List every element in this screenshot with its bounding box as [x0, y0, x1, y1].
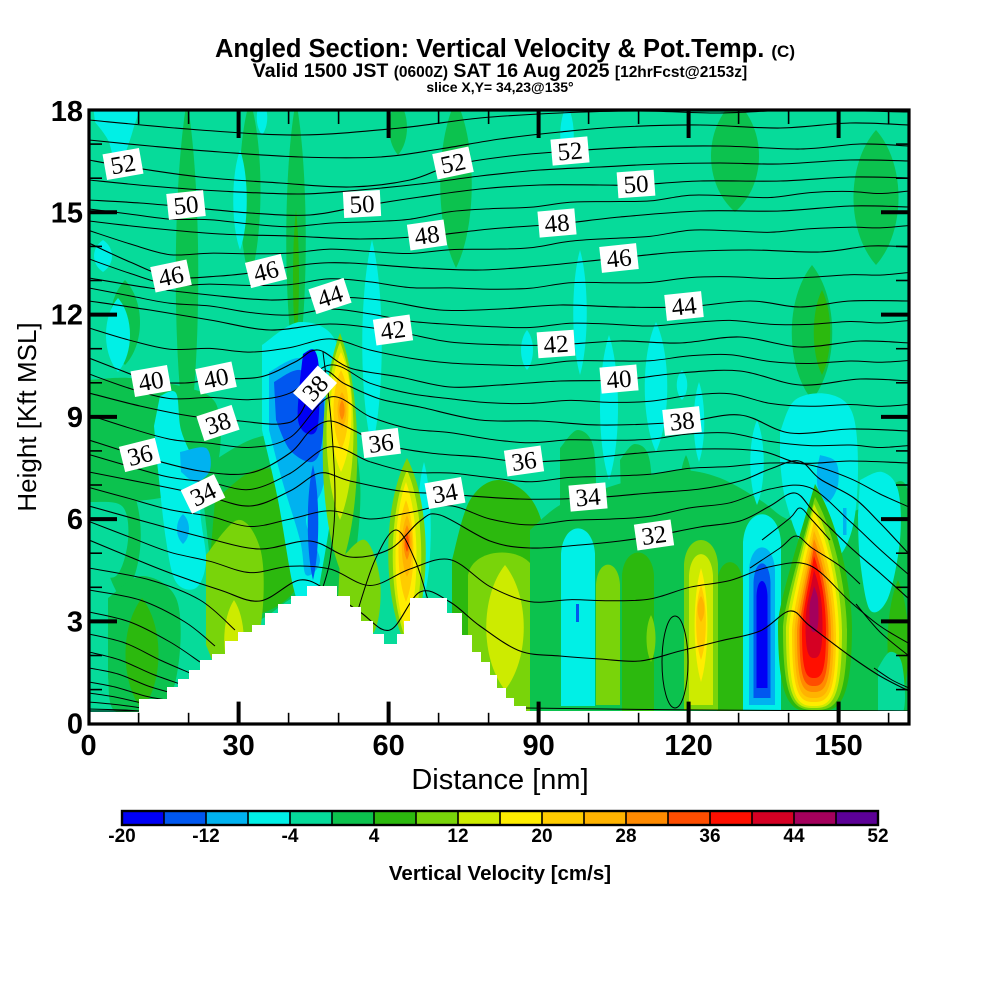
- svg-text:36: 36: [510, 447, 539, 477]
- svg-text:40: 40: [137, 367, 166, 398]
- svg-text:20: 20: [531, 826, 552, 847]
- svg-text:15: 15: [51, 197, 83, 229]
- svg-text:12: 12: [447, 826, 468, 847]
- svg-text:-20: -20: [108, 826, 135, 847]
- svg-text:30: 30: [222, 730, 254, 762]
- svg-text:52: 52: [438, 148, 468, 180]
- svg-text:Angled Section: Vertical Veloc: Angled Section: Vertical Velocity & Pot.…: [215, 35, 795, 63]
- svg-text:48: 48: [413, 221, 442, 251]
- svg-text:32: 32: [640, 521, 669, 551]
- svg-text:50: 50: [172, 191, 200, 220]
- svg-text:9: 9: [67, 402, 83, 434]
- svg-text:slice X,Y= 34,23@135°: slice X,Y= 34,23@135°: [426, 79, 573, 95]
- svg-text:60: 60: [372, 730, 404, 762]
- svg-text:48: 48: [543, 209, 570, 238]
- svg-text:18: 18: [51, 96, 83, 128]
- svg-text:150: 150: [814, 730, 862, 762]
- svg-text:34: 34: [431, 478, 461, 509]
- svg-text:40: 40: [201, 363, 231, 395]
- svg-text:4: 4: [369, 826, 380, 847]
- svg-text:52: 52: [556, 137, 583, 166]
- svg-text:40: 40: [605, 365, 632, 394]
- svg-text:38: 38: [668, 407, 696, 436]
- svg-text:36: 36: [367, 429, 395, 459]
- svg-text:42: 42: [543, 331, 570, 360]
- svg-text:0: 0: [81, 730, 97, 762]
- svg-text:52: 52: [867, 826, 888, 847]
- svg-text:36: 36: [699, 826, 720, 847]
- svg-text:52: 52: [109, 150, 138, 181]
- svg-text:Vertical Velocity [cm/s]: Vertical Velocity [cm/s]: [389, 862, 611, 885]
- svg-text:50: 50: [349, 191, 375, 219]
- svg-text:28: 28: [615, 826, 636, 847]
- svg-text:120: 120: [664, 730, 712, 762]
- svg-text:42: 42: [379, 316, 408, 346]
- svg-text:Distance [nm]: Distance [nm]: [411, 764, 588, 796]
- svg-text:-4: -4: [282, 826, 299, 847]
- svg-text:44: 44: [783, 826, 805, 847]
- svg-text:44: 44: [670, 292, 698, 322]
- svg-text:6: 6: [67, 504, 83, 536]
- svg-text:46: 46: [156, 261, 186, 293]
- svg-text:12: 12: [51, 300, 83, 332]
- svg-text:3: 3: [67, 606, 83, 638]
- svg-text:46: 46: [605, 244, 633, 273]
- svg-text:50: 50: [623, 171, 650, 200]
- svg-text:0: 0: [67, 709, 83, 741]
- svg-text:90: 90: [522, 730, 554, 762]
- svg-text:34: 34: [574, 483, 602, 512]
- svg-text:-12: -12: [192, 826, 219, 847]
- svg-text:Height [Kft MSL]: Height [Kft MSL]: [12, 322, 42, 511]
- svg-text:Valid 1500 JST (0600Z) SAT 16: Valid 1500 JST (0600Z) SAT 16 Aug 2025 […: [253, 60, 747, 82]
